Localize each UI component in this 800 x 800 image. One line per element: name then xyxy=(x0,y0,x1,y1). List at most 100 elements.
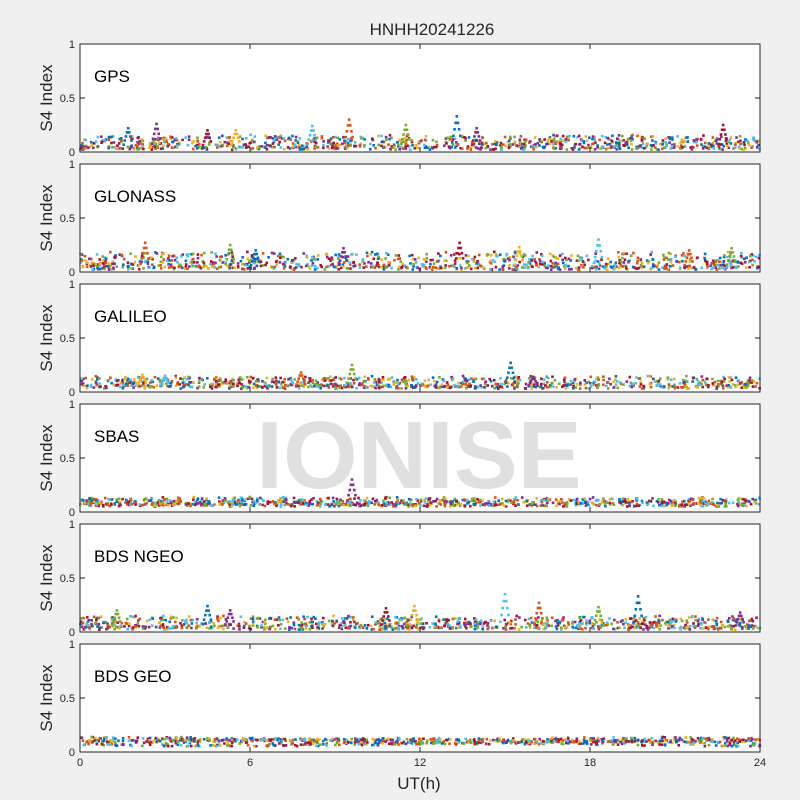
data-point xyxy=(240,498,244,502)
peak-point xyxy=(457,128,461,131)
data-point xyxy=(248,495,252,499)
data-point xyxy=(752,139,756,142)
data-point xyxy=(464,136,467,140)
peak-point xyxy=(541,617,544,620)
data-point xyxy=(616,626,620,630)
data-point xyxy=(185,621,189,625)
data-point xyxy=(572,134,576,138)
data-point xyxy=(450,135,453,139)
data-point xyxy=(341,263,345,266)
data-point xyxy=(634,381,638,385)
data-point xyxy=(629,500,633,504)
peak-point xyxy=(473,135,476,138)
data-point xyxy=(745,623,749,626)
data-point xyxy=(165,259,169,262)
peak-point xyxy=(504,381,508,385)
data-point xyxy=(565,626,569,629)
data-point xyxy=(483,142,487,146)
data-point xyxy=(98,628,101,632)
data-points xyxy=(79,735,762,748)
data-point xyxy=(270,380,274,384)
data-point xyxy=(95,383,99,387)
data-point xyxy=(371,385,374,388)
data-point xyxy=(325,252,329,256)
data-point xyxy=(375,383,379,386)
data-point xyxy=(207,501,210,505)
data-point xyxy=(387,383,391,387)
data-point xyxy=(460,266,463,270)
data-point xyxy=(198,501,202,504)
data-point xyxy=(573,146,576,149)
data-point xyxy=(377,501,380,505)
data-point xyxy=(362,266,366,269)
data-point xyxy=(425,260,428,264)
data-point xyxy=(644,616,648,619)
data-point xyxy=(269,625,273,629)
data-point xyxy=(546,386,549,389)
data-point xyxy=(336,144,340,147)
data-point xyxy=(568,134,571,138)
data-point xyxy=(565,135,569,139)
data-point xyxy=(470,377,473,380)
data-point xyxy=(419,498,423,502)
data-point xyxy=(602,375,605,378)
data-point xyxy=(631,137,634,141)
data-point xyxy=(142,381,145,385)
data-point xyxy=(697,501,700,505)
data-point xyxy=(410,139,414,142)
data-point xyxy=(249,627,253,631)
data-point xyxy=(503,618,507,622)
data-point xyxy=(358,143,362,147)
data-point xyxy=(308,499,312,503)
data-point xyxy=(161,614,165,618)
data-point xyxy=(527,266,530,270)
data-point xyxy=(367,260,370,264)
data-point xyxy=(469,267,473,271)
data-point xyxy=(687,501,691,504)
data-point xyxy=(454,617,457,620)
data-point xyxy=(530,385,533,388)
data-point xyxy=(511,737,515,740)
data-point xyxy=(307,265,311,268)
data-point xyxy=(283,147,286,151)
data-point xyxy=(728,743,732,747)
data-point xyxy=(470,625,473,628)
data-point xyxy=(365,251,369,255)
data-point xyxy=(249,617,253,620)
data-point xyxy=(214,377,218,381)
data-point xyxy=(540,619,544,623)
data-point xyxy=(437,626,441,629)
data-point xyxy=(574,503,578,507)
data-point xyxy=(126,264,130,268)
data-point xyxy=(491,626,494,630)
data-point xyxy=(348,500,352,504)
data-point xyxy=(422,263,426,267)
peak-point xyxy=(346,124,350,127)
data-point xyxy=(591,137,594,141)
data-point xyxy=(652,621,656,624)
data-point xyxy=(410,140,414,144)
data-point xyxy=(515,144,518,147)
data-point xyxy=(645,624,649,628)
data-point xyxy=(191,502,194,506)
data-point xyxy=(225,136,229,139)
data-point xyxy=(187,377,191,380)
data-point xyxy=(589,375,593,379)
data-point xyxy=(714,266,718,270)
data-point xyxy=(142,147,145,151)
data-point xyxy=(353,626,357,629)
data-point xyxy=(748,376,752,380)
data-point xyxy=(648,621,652,624)
data-point xyxy=(344,385,347,389)
data-point xyxy=(236,384,239,388)
data-point xyxy=(293,378,296,381)
data-point xyxy=(715,138,718,142)
data-point xyxy=(668,618,672,622)
data-point xyxy=(96,263,99,266)
data-point xyxy=(282,137,286,141)
data-point xyxy=(658,627,662,631)
data-point xyxy=(525,504,529,507)
data-point xyxy=(667,387,670,390)
peak-point xyxy=(128,131,131,134)
data-point xyxy=(537,626,540,630)
